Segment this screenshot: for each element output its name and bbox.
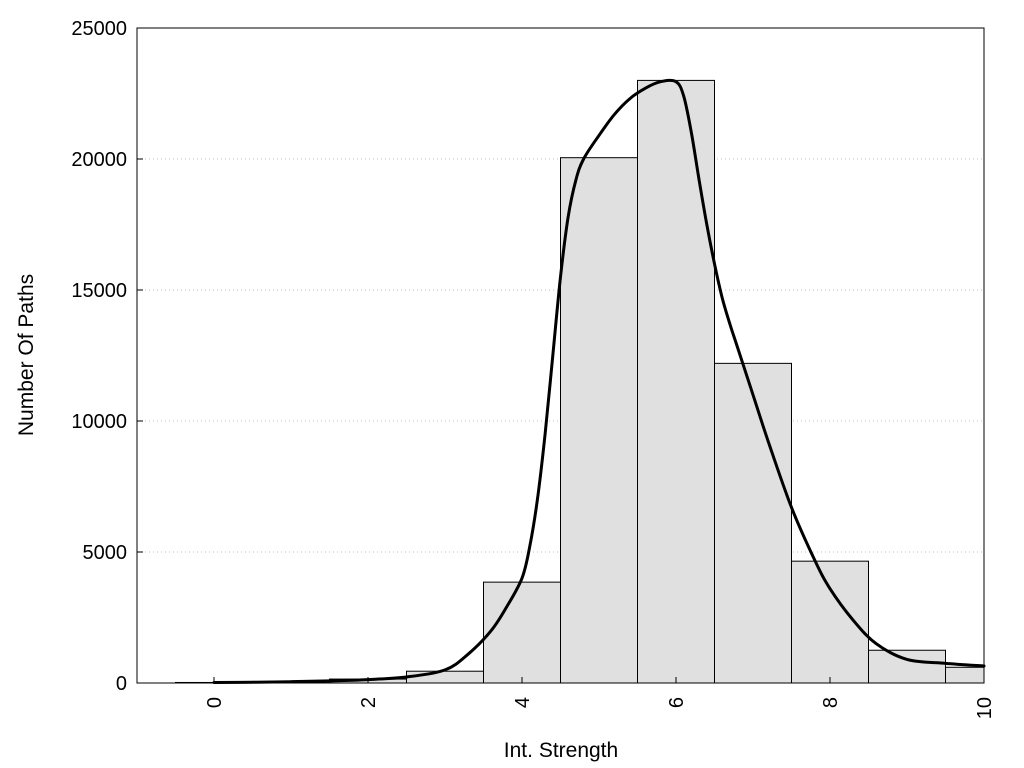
y-axis-title: Number Of Paths [15,274,38,436]
x-tick-label: 0 [204,697,226,708]
histogram-bar [560,157,638,684]
x-tick-label: 10 [974,697,996,719]
fit-curve [212,78,986,684]
histogram-bar [637,79,715,684]
x-axis-ticks: 0 2 4 6 8 10 [204,677,996,719]
x-tick-label: 4 [512,697,534,708]
histogram-bars [175,79,985,684]
histogram-bar [406,670,484,684]
fit-curve-layer [212,78,986,684]
histogram-bar [791,560,869,684]
histogram-bar [868,649,946,684]
histogram-bar [483,581,561,684]
histogram-bar [945,666,985,684]
y-tick-label: 0 [116,673,127,695]
y-axis-ticks: 0 5000 10000 15000 20000 25000 [71,18,143,695]
x-tick-label: 6 [666,697,688,708]
y-tick-label: 15000 [71,280,127,302]
histogram-bar [714,362,792,684]
y-tick-label: 10000 [71,411,127,433]
y-tick-label: 20000 [71,149,127,171]
plot-frame [136,27,985,684]
x-tick-label: 8 [820,697,842,708]
y-tick-label: 25000 [71,18,127,40]
y-tick-label: 5000 [83,542,128,564]
x-tick-label: 2 [358,697,380,708]
x-axis-title: Int. Strength [504,739,618,762]
